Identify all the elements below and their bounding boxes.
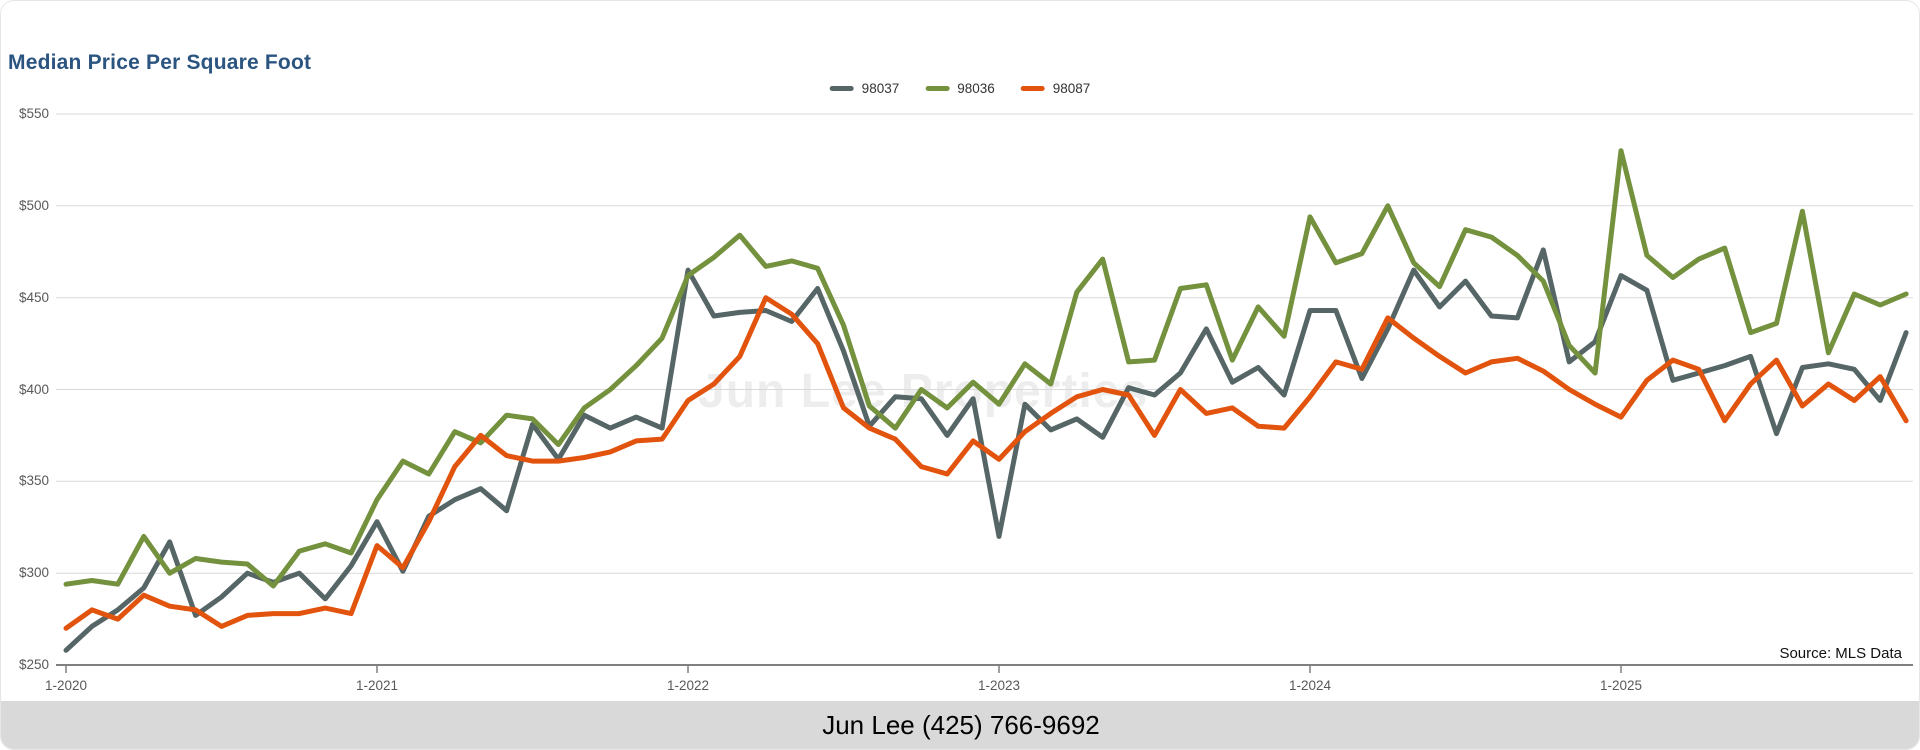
source-note: Source: MLS Data xyxy=(1779,645,1902,662)
y-axis-label: $500 xyxy=(18,197,49,213)
legend-item-98087[interactable]: 98087 xyxy=(1020,81,1091,96)
legend-label: 98036 xyxy=(957,81,995,96)
footer-bar: Jun Lee (425) 766-9692 xyxy=(1,701,1919,749)
y-axis-label: $250 xyxy=(18,657,49,672)
y-axis-label: $300 xyxy=(18,565,49,581)
x-axis-label: 1-2023 xyxy=(977,678,1021,693)
y-axis-label: $550 xyxy=(18,106,49,121)
legend-label: 98037 xyxy=(861,81,900,96)
x-axis-label: 1-2025 xyxy=(1599,678,1643,693)
chart-legend: 98037 98036 98087 xyxy=(829,81,1091,96)
legend-label: 98087 xyxy=(1052,81,1091,96)
legend-dash-icon xyxy=(829,86,854,91)
x-axis-label: 1-2021 xyxy=(355,678,399,693)
legend-dash-icon xyxy=(1020,86,1045,91)
x-axis-label: 1-2022 xyxy=(666,678,710,693)
series-line-98036 xyxy=(63,148,1909,589)
page-title: Median Price Per Square Foot xyxy=(8,51,312,74)
y-axis-label: $400 xyxy=(18,381,49,397)
y-axis-label: $350 xyxy=(18,473,49,489)
series-line-98087 xyxy=(63,295,1909,631)
x-axis-label: 1-2024 xyxy=(1288,678,1332,693)
legend-item-98037[interactable]: 98037 xyxy=(829,81,900,96)
x-axis-label: 1-2020 xyxy=(44,678,88,693)
y-axis-label: $450 xyxy=(18,289,49,305)
legend-item-98036[interactable]: 98036 xyxy=(925,81,995,96)
legend-dash-icon xyxy=(925,86,950,91)
footer-contact-text: Jun Lee (425) 766-9692 xyxy=(822,709,1100,740)
